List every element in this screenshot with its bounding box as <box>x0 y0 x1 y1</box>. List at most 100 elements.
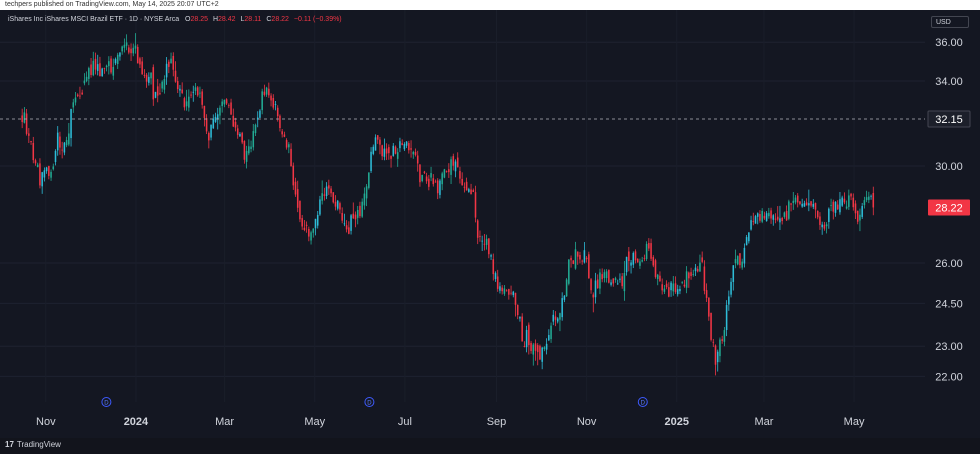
candle[interactable] <box>185 89 188 111</box>
candle[interactable] <box>705 283 708 302</box>
candle[interactable] <box>610 279 612 287</box>
candle[interactable] <box>103 67 106 74</box>
candle[interactable] <box>452 153 455 171</box>
candle[interactable] <box>728 290 730 311</box>
candle[interactable] <box>828 207 830 229</box>
candle[interactable] <box>665 280 668 290</box>
candle[interactable] <box>74 91 77 106</box>
candle[interactable] <box>699 254 701 272</box>
candle[interactable] <box>810 200 812 208</box>
candle[interactable] <box>50 169 52 181</box>
candle[interactable] <box>56 126 59 156</box>
candle[interactable] <box>848 189 850 210</box>
candle[interactable] <box>592 292 595 313</box>
candle[interactable] <box>801 198 803 208</box>
candle[interactable] <box>750 215 752 231</box>
candle[interactable] <box>361 198 363 218</box>
candle[interactable] <box>192 85 195 102</box>
candle[interactable] <box>383 138 386 161</box>
candle[interactable] <box>196 85 199 97</box>
candle[interactable] <box>399 137 401 153</box>
candle[interactable] <box>441 171 443 191</box>
candle[interactable] <box>279 114 281 132</box>
candle[interactable] <box>372 144 375 156</box>
candle[interactable] <box>72 98 75 113</box>
candle[interactable] <box>545 338 548 355</box>
candle[interactable] <box>550 322 552 343</box>
candle[interactable] <box>845 200 848 210</box>
candle[interactable] <box>381 144 383 161</box>
candle[interactable] <box>492 253 495 281</box>
candle[interactable] <box>734 249 737 269</box>
candle[interactable] <box>92 51 95 77</box>
candle[interactable] <box>205 114 208 135</box>
candle[interactable] <box>496 269 499 292</box>
candle[interactable] <box>832 199 835 220</box>
candle[interactable] <box>672 276 675 296</box>
candle[interactable] <box>259 109 261 119</box>
candle[interactable] <box>76 93 79 98</box>
candle[interactable] <box>28 128 30 143</box>
candle[interactable] <box>385 143 388 160</box>
candle[interactable] <box>621 273 623 289</box>
candle[interactable] <box>830 198 832 212</box>
candle[interactable] <box>32 136 35 164</box>
candle[interactable] <box>614 276 617 283</box>
candle[interactable] <box>463 182 466 193</box>
candle[interactable] <box>632 251 635 269</box>
candle[interactable] <box>850 192 852 201</box>
candle[interactable] <box>219 105 221 125</box>
candle[interactable] <box>316 210 319 229</box>
candle[interactable] <box>363 187 366 210</box>
candle[interactable] <box>816 210 819 220</box>
candle[interactable] <box>756 212 759 225</box>
candle[interactable] <box>732 265 735 291</box>
candle[interactable] <box>450 156 452 185</box>
candle[interactable] <box>181 82 183 95</box>
candle[interactable] <box>245 145 248 169</box>
y-axis-panel[interactable] <box>925 10 980 438</box>
candle[interactable] <box>685 266 688 294</box>
candle[interactable] <box>288 142 290 154</box>
candle[interactable] <box>465 177 468 191</box>
candle[interactable] <box>721 335 723 344</box>
candle[interactable] <box>468 187 470 193</box>
candle[interactable] <box>170 52 172 64</box>
candle[interactable] <box>421 174 423 183</box>
candle[interactable] <box>254 123 257 137</box>
candle[interactable] <box>163 75 166 94</box>
candle[interactable] <box>394 145 397 155</box>
candle[interactable] <box>528 322 530 355</box>
candle[interactable] <box>681 281 683 285</box>
candle[interactable] <box>156 78 159 103</box>
candle[interactable] <box>741 258 743 270</box>
candle[interactable] <box>736 255 739 266</box>
candle[interactable] <box>430 166 432 182</box>
candle[interactable] <box>712 338 715 347</box>
candle[interactable] <box>525 325 528 353</box>
candle[interactable] <box>530 340 532 354</box>
candle[interactable] <box>328 179 330 195</box>
candle[interactable] <box>639 258 641 269</box>
candle[interactable] <box>503 285 506 296</box>
candle[interactable] <box>539 344 541 361</box>
candle[interactable] <box>45 166 48 174</box>
candle[interactable] <box>854 200 857 219</box>
candle[interactable] <box>83 73 86 86</box>
candle[interactable] <box>183 96 186 111</box>
candle[interactable] <box>585 255 588 263</box>
candle[interactable] <box>541 346 543 370</box>
candle[interactable] <box>559 312 561 332</box>
candle[interactable] <box>405 141 408 149</box>
candle[interactable] <box>250 140 252 153</box>
candle[interactable] <box>616 279 619 285</box>
candle[interactable] <box>870 194 872 200</box>
candle[interactable] <box>490 253 492 260</box>
candle[interactable] <box>165 57 168 85</box>
candle[interactable] <box>679 285 681 295</box>
candle[interactable] <box>274 101 277 111</box>
candle[interactable] <box>401 139 403 146</box>
candle[interactable] <box>203 105 206 127</box>
candle[interactable] <box>836 200 839 211</box>
candle[interactable] <box>143 69 146 79</box>
